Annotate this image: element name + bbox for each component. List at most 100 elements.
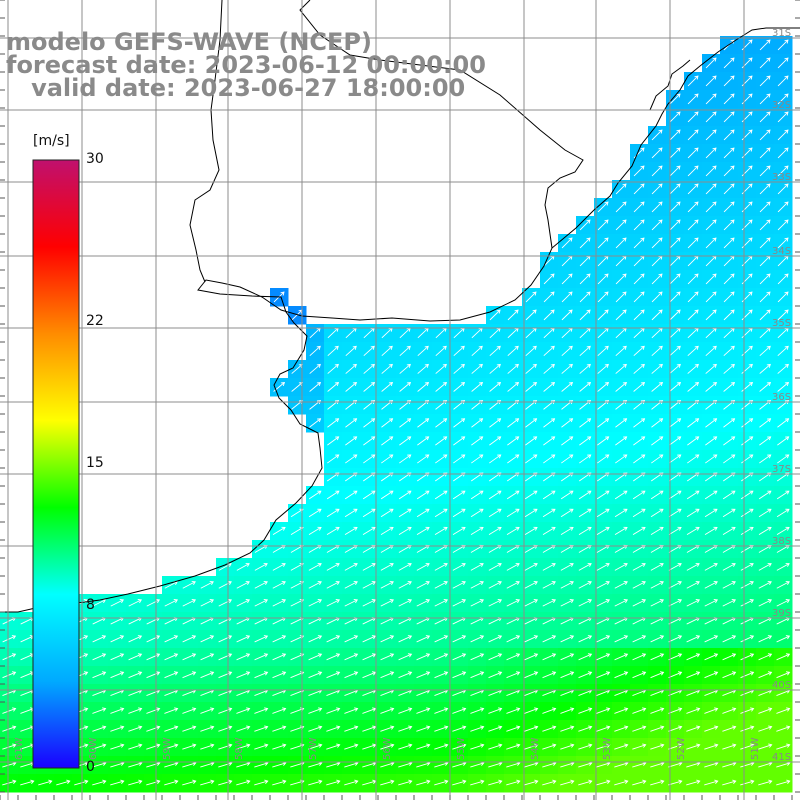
wind-arrow	[615, 363, 627, 374]
wind-arrow	[434, 653, 449, 661]
wind-arrow	[489, 363, 501, 374]
wind-arrow	[596, 526, 610, 536]
wind-arrow	[254, 599, 268, 607]
wind-arrow	[723, 165, 735, 177]
wind-arrow	[507, 418, 520, 428]
wind-arrow	[525, 363, 537, 374]
wind-arrow	[381, 418, 394, 428]
wind-arrow	[542, 508, 556, 518]
wind-arrow	[578, 562, 592, 571]
wind-arrow	[758, 544, 772, 553]
wind-arrow	[344, 508, 358, 518]
wind-arrow	[380, 508, 394, 518]
wind-arrow	[362, 490, 376, 500]
wind-arrow	[651, 237, 663, 249]
wind-arrow	[200, 653, 215, 661]
wind-arrow	[723, 436, 736, 446]
wind-arrow	[615, 237, 627, 249]
wind-arrow	[453, 454, 466, 464]
wind-arrow	[705, 111, 717, 123]
wind-arrow	[614, 508, 628, 518]
wind-arrow	[740, 508, 754, 518]
wind-arrow	[345, 345, 357, 357]
wind-arrow	[416, 490, 430, 500]
wind-arrow	[434, 562, 448, 571]
wind-arrow	[668, 526, 682, 536]
wind-arrow	[723, 345, 735, 357]
wind-arrow	[182, 671, 197, 679]
wind-arrow	[669, 129, 681, 141]
wind-arrow	[543, 381, 556, 392]
wind-arrow	[741, 363, 753, 374]
wind-arrow	[650, 544, 664, 553]
wind-arrow	[776, 490, 790, 500]
wind-arrow	[687, 345, 699, 357]
wind-arrow	[777, 39, 789, 51]
wind-arrow	[759, 165, 771, 177]
wind-arrow	[651, 165, 663, 177]
wind-arrow	[759, 291, 771, 303]
wind-arrow	[669, 309, 681, 321]
wind-arrow	[579, 291, 591, 303]
wind-arrow	[650, 671, 665, 679]
wind-arrow	[579, 345, 591, 357]
wind-arrow	[759, 309, 771, 321]
wind-arrow	[723, 75, 735, 87]
wind-arrow	[705, 147, 717, 159]
wind-arrow	[777, 183, 789, 195]
wind-arrow	[416, 581, 430, 589]
wind-arrow	[146, 707, 161, 714]
wind-arrow	[344, 562, 358, 571]
wind-arrow	[597, 454, 610, 464]
wind-arrow	[164, 653, 179, 661]
wind-arrow	[236, 599, 250, 607]
wind-arrow	[632, 562, 646, 571]
wind-arrow	[579, 273, 591, 285]
wind-arrow	[579, 219, 591, 231]
wind-arrow	[345, 418, 358, 428]
wind-arrow	[578, 581, 592, 589]
colorbar-tick-label: 22	[86, 313, 104, 330]
wind-arrow	[309, 381, 322, 392]
wind-arrow	[398, 653, 413, 661]
wind-arrow	[542, 599, 556, 607]
wind-arrow	[254, 581, 268, 589]
wind-arrow	[597, 291, 609, 303]
wind-arrow	[434, 544, 448, 553]
wind-arrow	[453, 345, 465, 357]
wind-arrow	[110, 707, 125, 714]
wind-arrow	[254, 562, 268, 571]
wind-arrow	[488, 653, 503, 661]
wind-arrow	[434, 671, 449, 679]
wind-arrow	[164, 635, 179, 643]
wind-arrow	[687, 291, 699, 303]
wind-arrow	[327, 436, 340, 446]
wind-arrow	[632, 599, 646, 607]
wind-arrow	[2, 635, 17, 643]
wind-arrow	[344, 490, 358, 500]
wind-arrow	[218, 671, 233, 679]
wind-arrow	[524, 653, 539, 661]
wind-arrow	[561, 363, 573, 374]
wind-arrow	[596, 671, 611, 679]
wind-arrow	[632, 653, 647, 661]
wind-arrow	[128, 599, 142, 607]
wind-arrow	[560, 490, 574, 500]
wind-arrow	[488, 508, 502, 518]
wind-arrow	[561, 309, 573, 321]
wind-arrow	[345, 381, 358, 392]
wind-arrow	[668, 581, 682, 589]
wind-arrow	[470, 562, 484, 571]
wind-arrow	[506, 581, 520, 589]
wind-arrow	[687, 111, 699, 123]
wind-arrow	[776, 653, 791, 661]
wind-arrow	[651, 219, 663, 231]
wind-arrow	[380, 526, 394, 536]
wind-arrow	[722, 599, 736, 607]
wind-arrow	[399, 363, 411, 374]
wind-arrow	[686, 508, 700, 518]
wind-arrow	[759, 183, 771, 195]
wind-arrow	[453, 381, 466, 392]
wind-arrow	[416, 599, 430, 607]
wind-arrow	[758, 562, 772, 571]
